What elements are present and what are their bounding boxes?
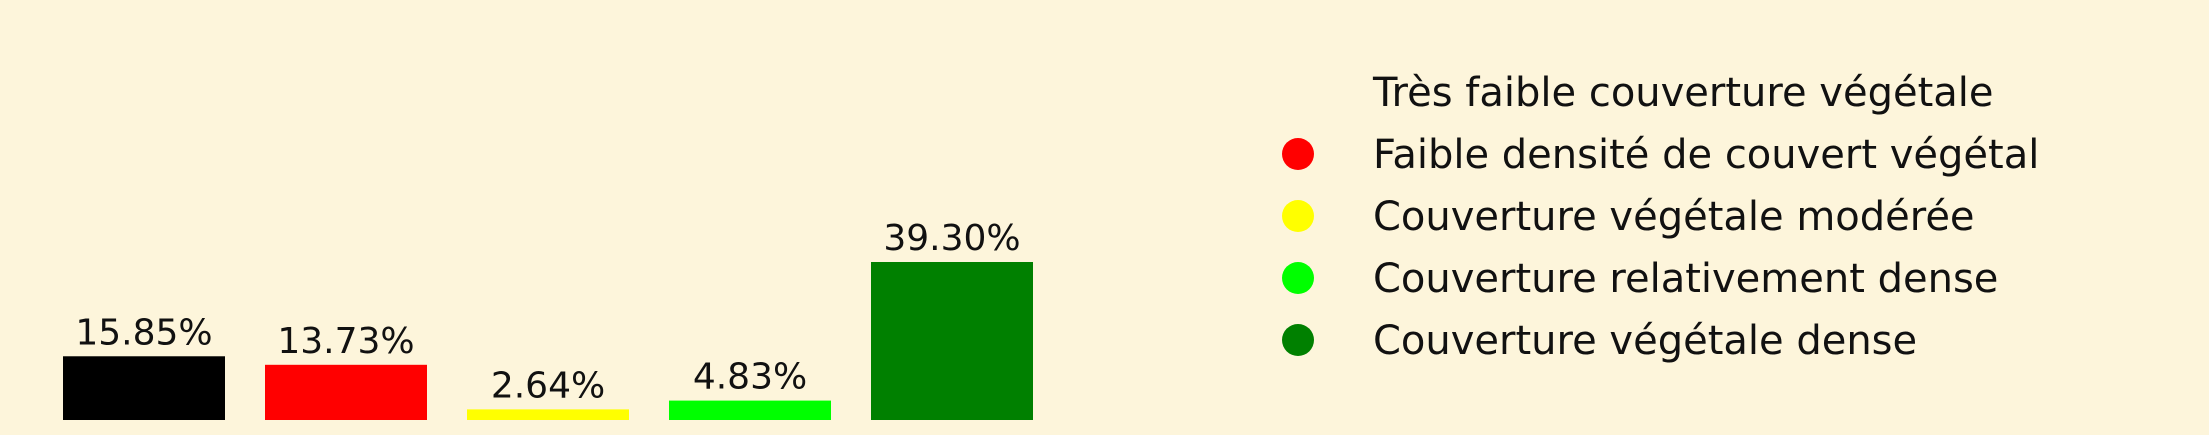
legend: Très faible couverture végétale Faible de… bbox=[1282, 70, 2039, 364]
legend-item-1: Très faible couverture végétale bbox=[1372, 70, 1994, 116]
legend-marker-4 bbox=[1282, 262, 1314, 294]
legend-item-2: Faible densité de couvert végétal bbox=[1282, 132, 2039, 178]
bar-1 bbox=[63, 356, 225, 420]
legend-label-1: Très faible couverture végétale bbox=[1372, 70, 1994, 116]
bar-value-label-4: 4.83% bbox=[693, 357, 807, 398]
legend-label-5: Couverture végétale dense bbox=[1373, 318, 1917, 364]
bar-3 bbox=[467, 409, 629, 420]
bar-4 bbox=[669, 400, 831, 420]
legend-item-4: Couverture relativement dense bbox=[1282, 256, 1998, 302]
legend-item-5: Couverture végétale dense bbox=[1282, 318, 1917, 364]
legend-marker-2 bbox=[1282, 138, 1314, 170]
legend-label-2: Faible densité de couvert végétal bbox=[1373, 132, 2039, 178]
legend-marker-5 bbox=[1282, 324, 1314, 356]
bar-value-label-3: 2.64% bbox=[491, 365, 605, 406]
bars-layer: 15.85% 13.73% 2.64% 4.83% 39.30% bbox=[63, 218, 1033, 420]
legend-label-3: Couverture végétale modérée bbox=[1373, 194, 1975, 240]
legend-marker-3 bbox=[1282, 200, 1314, 232]
bar-2 bbox=[265, 364, 427, 420]
legend-label-4: Couverture relativement dense bbox=[1373, 256, 1998, 302]
legend-item-3: Couverture végétale modérée bbox=[1282, 194, 1975, 240]
bar-5 bbox=[871, 262, 1033, 420]
bar-value-label-1: 15.85% bbox=[75, 312, 212, 353]
bar-value-label-5: 39.30% bbox=[883, 218, 1020, 259]
bar-value-label-2: 13.73% bbox=[277, 321, 414, 362]
